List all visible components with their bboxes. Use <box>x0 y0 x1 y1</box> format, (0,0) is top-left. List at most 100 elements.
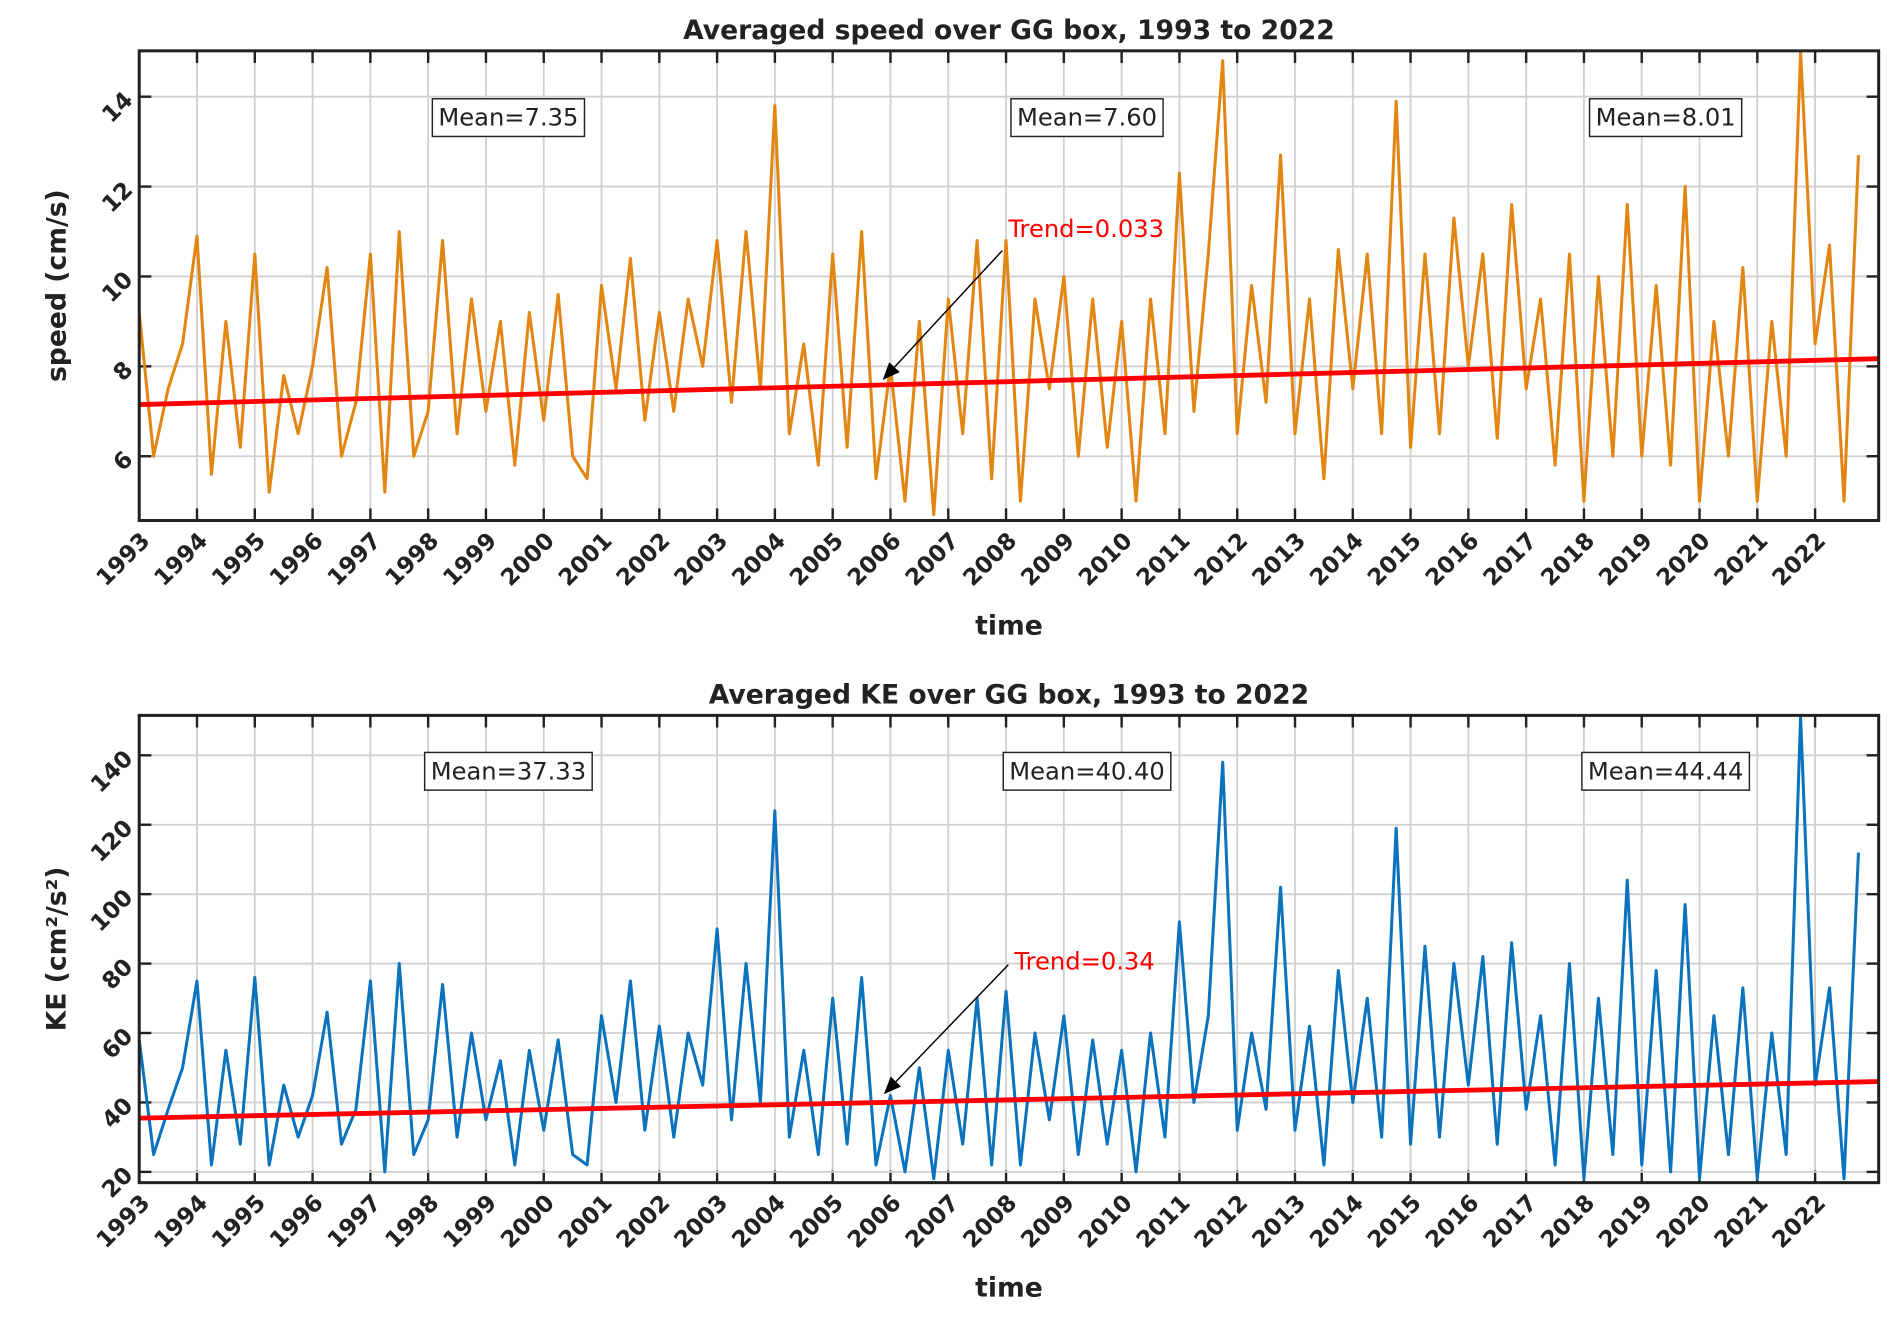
y-tick-label: 10 <box>97 267 138 308</box>
x-tick-label: 2020 <box>1652 1190 1716 1254</box>
y-tick-label: 140 <box>86 746 138 798</box>
x-tick-label: 2006 <box>843 528 907 592</box>
y-tick-label: 14 <box>97 87 138 128</box>
x-tick-label: 1997 <box>323 1190 387 1254</box>
x-tick-label: 2014 <box>1305 528 1369 592</box>
x-tick-label: 2010 <box>1074 1190 1138 1254</box>
annotation-box <box>423 751 593 791</box>
y-tick-label: 80 <box>97 954 138 995</box>
x-tick-label: 1998 <box>381 1190 445 1254</box>
y-tick-label: 40 <box>97 1093 138 1134</box>
x-tick-label: 1999 <box>438 528 502 592</box>
mean-annotation: Mean=8.01 <box>1596 104 1736 132</box>
annotation-box <box>1581 751 1751 791</box>
x-tick-label: 2000 <box>496 1190 560 1254</box>
x-tick-label: 2016 <box>1421 1190 1485 1254</box>
x-tick-label: 2006 <box>843 1190 907 1254</box>
annotation-arrow <box>883 964 1009 1095</box>
annotation-box <box>1010 98 1164 138</box>
annotation-box <box>1002 751 1172 791</box>
x-tick-label: 2018 <box>1536 528 1600 592</box>
trend-line <box>139 356 1879 407</box>
y-tick-label: 12 <box>97 177 138 218</box>
mean-annotation: Mean=7.60 <box>1017 104 1157 132</box>
x-tick-label: 2019 <box>1594 1190 1658 1254</box>
x-tick-label: 1999 <box>438 1190 502 1254</box>
x-tick-label: 2004 <box>727 528 791 592</box>
x-tick-label: 2012 <box>1190 1190 1254 1254</box>
x-tick-label: 2013 <box>1247 528 1311 592</box>
x-tick-label: 2007 <box>901 528 965 592</box>
x-tick-label: 2002 <box>612 528 676 592</box>
x-tick-label: 1996 <box>265 528 329 592</box>
x-tick-label: 2015 <box>1363 1190 1427 1254</box>
x-tick-label: 2017 <box>1479 1190 1543 1254</box>
mean-annotation: Mean=37.33 <box>431 757 586 785</box>
x-tick-label: 1994 <box>149 528 213 592</box>
y-tick-label: 6 <box>109 447 139 477</box>
x-tick-label: 2011 <box>1132 528 1196 592</box>
x-tick-label: 2018 <box>1536 1190 1600 1254</box>
mean-annotation: Mean=44.44 <box>1588 757 1743 785</box>
x-tick-label: 2005 <box>785 528 849 592</box>
x-tick-label: 2014 <box>1305 1190 1369 1254</box>
x-tick-label: 2004 <box>727 1190 791 1254</box>
x-tick-label: 2021 <box>1710 1190 1774 1254</box>
x-tick-label: 1998 <box>381 528 445 592</box>
x-axis-label: time <box>975 1273 1043 1304</box>
x-tick-label: 2019 <box>1594 528 1658 592</box>
x-tick-label: 2021 <box>1710 528 1774 592</box>
x-tick-label: 2001 <box>554 528 618 592</box>
x-tick-label: 2015 <box>1363 528 1427 592</box>
x-tick-label: 2007 <box>901 1190 965 1254</box>
x-tick-label: 2008 <box>959 528 1023 592</box>
y-tick-label: 100 <box>86 885 138 937</box>
x-tick-label: 2005 <box>785 1190 849 1254</box>
x-tick-label: 1993 <box>92 1190 156 1254</box>
x-tick-label: 2008 <box>959 1190 1023 1254</box>
x-tick-label: 1993 <box>92 528 156 592</box>
x-tick-label: 1996 <box>265 1190 329 1254</box>
y-tick-label: 60 <box>97 1023 138 1064</box>
y-axis-label: KE (cm²/s²) <box>42 867 73 1032</box>
x-tick-label: 2011 <box>1132 1190 1196 1254</box>
x-tick-label: 2001 <box>554 1190 618 1254</box>
x-tick-label: 2002 <box>612 1190 676 1254</box>
x-tick-label: 1995 <box>207 528 271 592</box>
x-tick-label: 2012 <box>1190 528 1254 592</box>
x-tick-label: 2017 <box>1479 528 1543 592</box>
x-tick-label: 2013 <box>1247 1190 1311 1254</box>
x-tick-label: 2010 <box>1074 528 1138 592</box>
x-tick-label: 2009 <box>1016 1190 1080 1254</box>
data-line <box>139 715 1860 1181</box>
trend-annotation: Trend=0.033 <box>1007 215 1164 243</box>
x-tick-label: 2020 <box>1652 528 1716 592</box>
chart-title: Averaged speed over GG box, 1993 to 2022 <box>683 15 1335 46</box>
x-tick-label: 1994 <box>149 1190 213 1254</box>
x-tick-label: 2022 <box>1768 528 1832 592</box>
x-tick-label: 2022 <box>1768 1190 1832 1254</box>
y-tick-label: 120 <box>86 815 138 867</box>
trend-line <box>139 1079 1879 1121</box>
axes-frame <box>137 713 1881 1185</box>
x-tick-label: 2003 <box>670 528 734 592</box>
y-axis-label: speed (cm/s) <box>42 189 73 382</box>
axes-frame <box>137 49 1881 523</box>
data-line <box>139 50 1860 517</box>
x-tick-label: 2000 <box>496 528 560 592</box>
chart-title: Averaged KE over GG box, 1993 to 2022 <box>709 680 1309 711</box>
annotation-box <box>431 98 586 138</box>
y-tick-label: 8 <box>109 357 139 387</box>
x-tick-label: 2016 <box>1421 528 1485 592</box>
x-tick-label: 1995 <box>207 1190 271 1254</box>
x-tick-label: 2003 <box>670 1190 734 1254</box>
trend-annotation: Trend=0.34 <box>1013 947 1154 975</box>
mean-annotation: Mean=7.35 <box>438 104 578 132</box>
x-tick-label: 1997 <box>323 528 387 592</box>
annotation-box <box>1588 98 1743 138</box>
annotation-arrow <box>882 250 1003 380</box>
x-axis-label: time <box>975 611 1043 642</box>
x-tick-label: 2009 <box>1016 528 1080 592</box>
mean-annotation: Mean=40.40 <box>1009 757 1164 785</box>
